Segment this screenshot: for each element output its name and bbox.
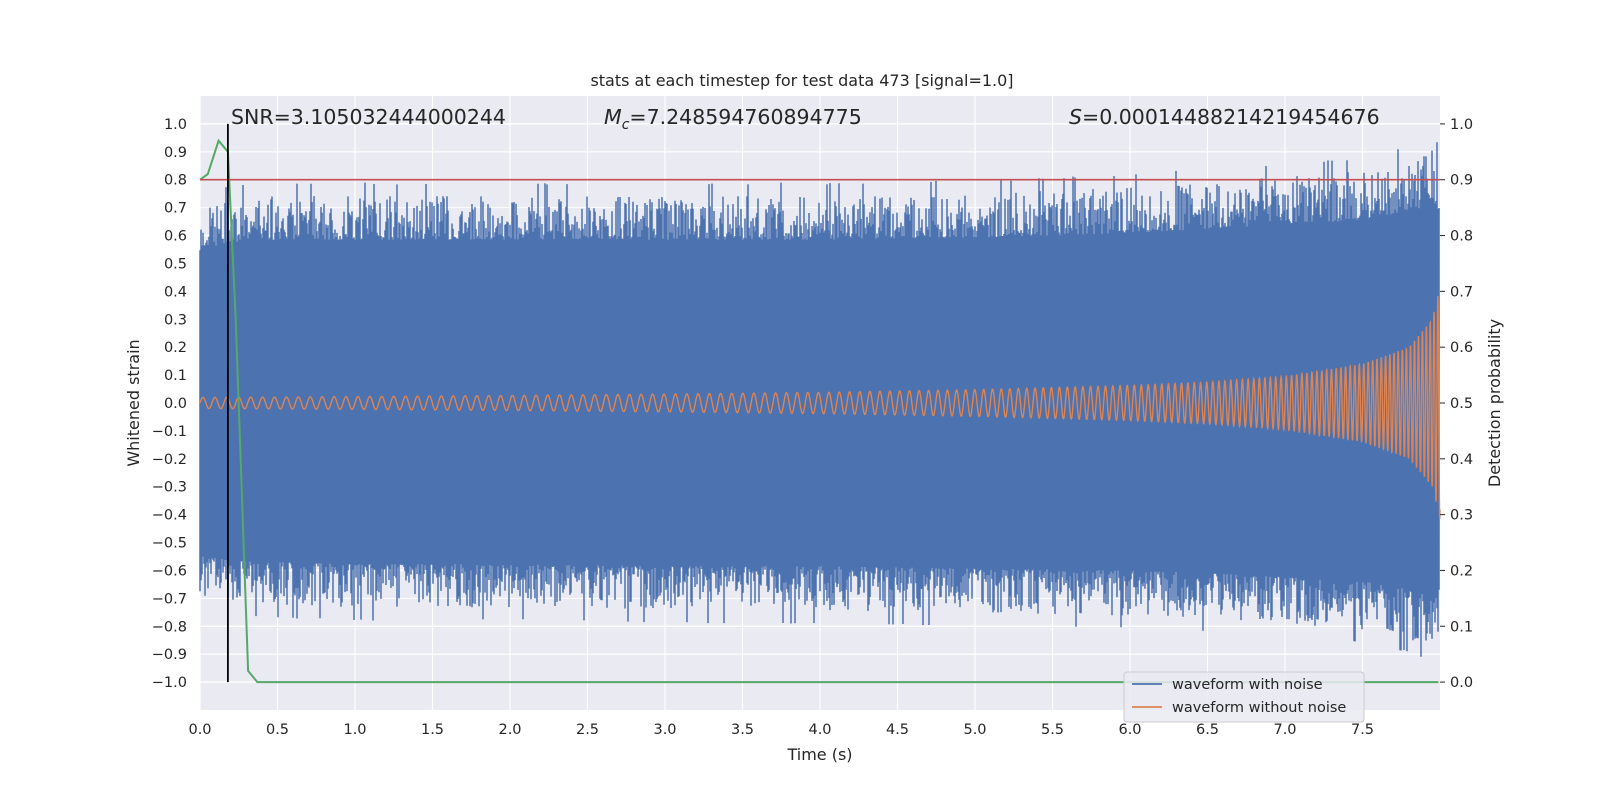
legend-label-without-noise: waveform without noise [1172,700,1346,716]
y-right-tick-label: 0.1 [1450,619,1473,635]
y-left-tick-label: −0.5 [152,536,187,552]
waveform-without-noise-line [199,295,1441,519]
series-detection-probability [199,123,1440,684]
y-left-tick-label: −0.3 [152,480,187,496]
y-right-tick-label: 0.8 [1450,229,1473,245]
y-left-tick-label: −0.6 [152,563,187,579]
y-right-tick-label: 0.2 [1450,563,1473,579]
y-right-tick-label: 0.0 [1450,675,1473,691]
x-tick-label: 5.0 [963,722,986,738]
y-left-tick-label: −0.1 [152,424,187,440]
y-left-tick-label: 0.7 [164,201,187,217]
x-tick-label: 4.0 [808,722,831,738]
y-left-tick-label: 0.0 [164,396,187,412]
series-waveform-without-noise [199,295,1441,519]
x-tick-label: 7.5 [1351,722,1374,738]
y-left-tick-label: 0.6 [164,229,187,245]
y-left-tick-label: 1.0 [164,117,187,133]
x-tick-label: 2.5 [576,722,599,738]
legend-label-with-noise: waveform with noise [1172,677,1323,693]
y-left-tick-label: 0.3 [164,312,187,328]
y-left-tick-label: −0.4 [152,508,187,524]
y-right-axis-label: Detection probability [1485,319,1504,487]
detection-probability-line [199,138,1439,684]
x-tick-label: 4.5 [886,722,909,738]
y-right-tick-label: 0.3 [1450,508,1473,524]
x-tick-label: 0.5 [266,722,289,738]
snr-annotation: SNR=3.105032444000244 [231,105,506,129]
y-right-tick-label: 0.5 [1450,396,1473,412]
y-right-tick-label: 0.4 [1450,452,1473,468]
x-tick-label: 2.0 [498,722,521,738]
x-tick-label: 1.0 [343,722,366,738]
x-tick-label: 3.5 [731,722,754,738]
chirp-mass-annotation: Mc=7.248594760894775 [604,105,862,133]
y-left-tick-label: −0.2 [152,452,187,468]
y-right-tick-label: 1.0 [1450,117,1473,133]
y-right-tick-label: 0.6 [1450,340,1473,356]
y-left-tick-label: −0.8 [152,619,187,635]
chart-title: stats at each timestep for test data 473… [590,71,1013,90]
x-tick-label: 6.5 [1196,722,1219,738]
y-right-tick-label: 0.9 [1450,173,1473,189]
y-left-tick-label: 0.5 [164,256,187,272]
y-right-axis-ticks: 1.0 0.9 0.8 0.7 0.6 0.5 0.4 0.3 0.2 0.1 0.0 [1440,117,1473,691]
y-left-tick-label: 0.8 [164,173,187,189]
y-left-axis-ticks: 1.0 0.9 0.8 0.7 0.6 0.5 0.4 0.3 0.2 0.1 0.0 −0.1 −0.… [152,117,187,691]
x-tick-label: 1.5 [421,722,444,738]
y-left-tick-label: 0.9 [164,145,187,161]
x-tick-label: 0.0 [188,722,211,738]
x-tick-label: 6.0 [1118,722,1141,738]
y-right-tick-label: 0.7 [1450,284,1473,300]
legend: waveform with noise waveform without noi… [1123,671,1365,723]
y-left-tick-label: −1.0 [152,675,187,691]
x-tick-label: 3.0 [653,722,676,738]
x-axis-label: Time (s) [786,745,852,764]
y-left-tick-label: 0.4 [164,284,187,300]
x-tick-label: 7.0 [1273,722,1296,738]
x-axis-ticks: 0.0 0.5 1.0 1.5 2.0 2.5 3.0 3.5 4.0 4.5 5.0 5.5 6.0 6… [188,722,1374,738]
y-left-axis-label: Whitened strain [124,339,143,466]
y-left-tick-label: −0.7 [152,591,187,607]
y-left-tick-label: −0.9 [152,647,187,663]
y-left-tick-label: 0.1 [164,368,187,384]
x-tick-label: 5.5 [1041,722,1064,738]
legend-box [1123,671,1365,723]
y-left-tick-label: 0.2 [164,340,187,356]
s-annotation: S=0.00014488214219454676 [1069,105,1380,129]
